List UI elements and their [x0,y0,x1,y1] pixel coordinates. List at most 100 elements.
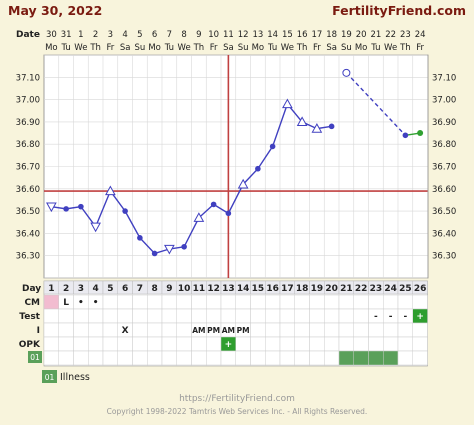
y-tick-label: 36.80 [432,140,456,150]
date-label: 5 [137,30,142,40]
y-tick-label: 36.50 [16,207,40,217]
table-cell [43,308,59,324]
cell-value: PM [207,326,220,335]
day-number: 8 [151,284,157,294]
weekday-labels: Mo Tu We Th Fr Sa Su Mo Tu We Th Fr Sa Su Mo Tu We Th Fr Sa… [45,43,424,53]
date-label: 1 [78,30,83,40]
weekday-label: Tu [370,43,380,53]
y-tick-label: 36.90 [432,118,456,128]
y-tick-label: 37.10 [16,73,40,83]
table-cell [265,308,281,324]
temperature-line-dashed [345,72,406,136]
weekday-label: Su [134,43,145,53]
table-cell [309,322,325,338]
y-axis-left: 37.10 37.00 36.90 36.80 36.70 36.60 36.50 36.40… [16,73,40,261]
table-cell [397,322,413,338]
y-tick-label: 36.60 [432,185,456,195]
weekday-label: Fr [210,43,218,53]
temperature-point [402,132,409,139]
table-cell [220,350,236,366]
day-number: 4 [92,284,98,294]
day-number: 23 [370,284,383,294]
table-cell [117,308,133,324]
date-label: 22 [385,30,396,40]
temperature-point [296,116,308,126]
table-cell [147,294,163,310]
table-cell [161,336,177,352]
table-cell [279,350,295,366]
table-cell [132,308,148,324]
table-cell [88,350,104,366]
cell-value: AM [192,326,205,335]
legend-code: 01 [45,373,55,382]
table-cell [176,294,192,310]
table-cell [265,350,281,366]
row-code-swatch [28,351,42,363]
footer-url[interactable]: https://FertilityFriend.com [179,394,295,404]
table-cell [383,350,399,366]
day-number: 11 [193,284,206,294]
weekday-label: Su [238,43,249,53]
table-cell [58,350,74,366]
temperature-line [51,102,332,255]
table-cell [324,322,340,338]
table-cell [338,350,354,366]
table-cell [161,322,177,338]
table-cell [265,322,281,338]
weekday-label: Mo [148,43,161,53]
table-cell [176,350,192,366]
weekday-label: Fr [313,43,321,53]
y-tick-label: 36.50 [432,207,456,217]
table-cell [324,308,340,324]
table-cell [206,294,222,310]
table-cell [132,336,148,352]
temperature-point [122,208,128,214]
table-cell [147,350,163,366]
day-number: 7 [137,284,143,294]
temperature-point [164,244,175,255]
y-tick-label: 36.90 [16,118,40,128]
weekday-label: Th [296,43,308,53]
table-cell [102,294,118,310]
y-tick-label: 36.70 [432,163,456,173]
table-cell [73,350,89,366]
table-cell [309,294,325,310]
table-cell [279,308,295,324]
day-number: 20 [325,284,338,294]
date-label: 3 [108,30,113,40]
y-tick-label: 36.40 [432,229,456,239]
cell-value: X [122,326,129,336]
temperature-point [225,210,232,217]
temperature-point [328,123,335,130]
temperature-point [255,165,261,172]
temperature-point [46,202,57,213]
legend-swatch-illness [42,370,57,383]
date-label: 7 [167,30,172,40]
table-cell [338,322,354,338]
table-cell [412,294,428,310]
date-label: 2 [93,30,98,40]
brand-name: FertilityFriend.com [332,3,466,18]
table-cell [250,336,266,352]
table-cell [132,350,148,366]
y-tick-label: 36.70 [16,163,40,173]
table-cell [206,308,222,324]
weekday-label: Tu [60,43,70,53]
day-number: 9 [166,284,172,294]
weekday-label: Th [193,43,205,53]
table-cell [368,336,384,352]
weekday-label: Th [89,43,101,53]
day-number: 12 [207,284,220,294]
weekday-label: Mo [45,43,58,53]
table-cell [132,294,148,310]
table-cell [191,336,207,352]
table-cell [206,336,222,352]
table-cell [191,350,207,366]
table-cell [58,336,74,352]
day-number: 15 [252,284,265,294]
cell-value: PM [237,326,250,335]
table-cell [43,322,59,338]
weekday-label: We [384,43,397,53]
table-cell [73,308,89,324]
table-cell [250,308,266,324]
